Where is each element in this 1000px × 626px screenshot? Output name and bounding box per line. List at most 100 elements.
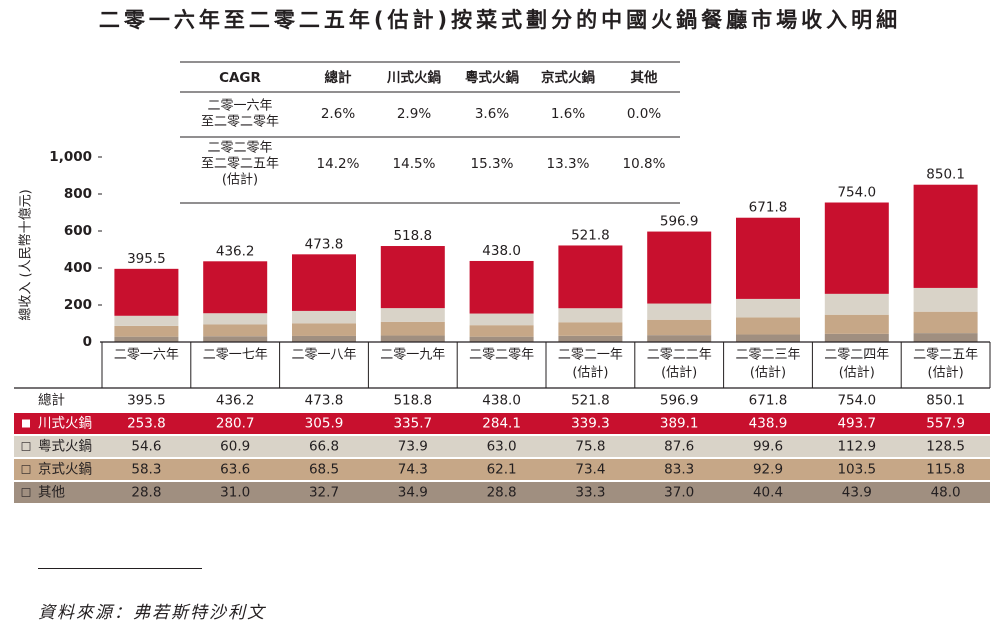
y-tick-label-1: 200 (64, 297, 92, 313)
bar-sichuan-1 (203, 261, 268, 314)
table-value-sichuan-3: 335.7 (393, 416, 432, 432)
table-value-beijing-9: 115.8 (926, 462, 965, 478)
bar-beijing-5 (558, 322, 623, 336)
cagr-period-0-0: 二零一六年 (207, 99, 272, 114)
bar-others-2 (292, 335, 356, 342)
x-tick-label-7-1: (估計) (750, 365, 786, 381)
y-tick-label-3: 600 (64, 223, 92, 239)
bar-cantonese-3 (380, 308, 445, 322)
cagr-value-1-1: 14.5% (393, 156, 436, 172)
table-value-beijing-6: 83.3 (664, 462, 694, 478)
bar-beijing-9 (913, 311, 978, 334)
table-value-others-4: 28.8 (487, 485, 517, 501)
table-value-cantonese-4: 63.0 (487, 439, 517, 455)
bar-sichuan-9 (913, 184, 978, 288)
x-tick-label-9-1: (估計) (928, 365, 964, 381)
table-total-value-5: 521.8 (571, 393, 610, 409)
bar-others-4 (469, 336, 534, 342)
cagr-header-2: 川式火鍋 (386, 69, 441, 86)
bar-beijing-6 (647, 319, 712, 336)
table-value-beijing-3: 74.3 (398, 462, 428, 478)
y-tick-label-0: 0 (83, 334, 92, 350)
table-value-others-2: 32.7 (309, 485, 339, 501)
bar-sichuan-6 (647, 231, 712, 304)
bar-sichuan-2 (292, 254, 356, 311)
table-value-sichuan-4: 284.1 (482, 416, 521, 432)
table-total-value-9: 850.1 (926, 393, 965, 409)
bar-beijing-0 (114, 325, 179, 337)
bar-sichuan-7 (736, 217, 800, 299)
x-tick-label-7-0: 二零二三年 (735, 348, 800, 363)
cagr-period-0-1: 至二零二零年 (201, 115, 279, 130)
table-value-others-7: 40.4 (753, 485, 783, 501)
bar-cantonese-7 (736, 298, 800, 318)
x-tick-label-0-0: 二零一六年 (114, 348, 179, 363)
bar-cantonese-8 (824, 293, 889, 315)
table-value-sichuan-5: 339.3 (571, 416, 610, 432)
table-value-beijing-5: 73.4 (575, 462, 605, 478)
source-divider (38, 568, 202, 569)
x-tick-label-6-1: (估計) (661, 365, 697, 381)
cagr-value-0-4: 0.0% (627, 106, 661, 122)
table-total-value-1: 436.2 (216, 393, 255, 409)
cagr-period-1-2: (估計) (222, 172, 258, 188)
y-tick-label-2: 400 (64, 260, 92, 276)
x-tick-label-1-0: 二零一七年 (203, 348, 268, 363)
cagr-header-1: 總計 (325, 69, 352, 86)
bar-cantonese-0 (114, 315, 179, 326)
x-tick-label-8-0: 二零二四年 (824, 348, 889, 363)
bar-cantonese-4 (469, 313, 534, 326)
bar-others-7 (736, 334, 800, 342)
bar-total-label-8: 754.0 (837, 185, 876, 201)
bar-total-label-4: 438.0 (482, 243, 521, 259)
table-value-cantonese-8: 112.9 (837, 439, 876, 455)
table-value-others-6: 37.0 (664, 485, 694, 501)
table-value-cantonese-5: 75.8 (575, 439, 605, 455)
legend-swatch-beijing (21, 465, 31, 474)
table-value-cantonese-1: 60.9 (220, 439, 250, 455)
table-value-cantonese-3: 73.9 (398, 439, 428, 455)
table-value-cantonese-6: 87.6 (664, 439, 694, 455)
chart-title: 二零一六年至二零二五年(估計)按菜式劃分的中國火鍋餐廳市場收入明細 (98, 8, 902, 32)
x-tick-label-4-0: 二零二零年 (469, 348, 534, 363)
cagr-value-1-2: 15.3% (471, 156, 514, 172)
table-value-beijing-4: 62.1 (487, 462, 517, 478)
cagr-value-1-3: 13.3% (547, 156, 590, 172)
table-value-beijing-2: 68.5 (309, 462, 339, 478)
x-tick-label-2-0: 二零一八年 (291, 348, 356, 363)
cagr-value-0-1: 2.9% (397, 106, 431, 122)
table-value-sichuan-2: 305.9 (305, 416, 344, 432)
bar-sichuan-5 (558, 245, 623, 309)
bar-cantonese-1 (203, 313, 268, 325)
table-row-label-sichuan: 川式火鍋 (38, 416, 92, 432)
table-total-value-0: 395.5 (127, 393, 166, 409)
table-total-value-8: 754.0 (837, 393, 876, 409)
cagr-header-5: 其他 (631, 69, 659, 86)
x-tick-label-8-1: (估計) (839, 365, 875, 381)
cagr-header-0: CAGR (219, 70, 261, 86)
legend-swatch-sichuan (22, 419, 30, 428)
bar-total-label-7: 671.8 (749, 200, 788, 216)
table-value-others-1: 31.0 (220, 485, 250, 501)
bar-total-label-6: 596.9 (660, 214, 699, 230)
bar-cantonese-2 (292, 310, 356, 324)
bar-beijing-3 (380, 321, 445, 336)
bar-others-9 (913, 333, 978, 342)
bar-total-label-9: 850.1 (926, 167, 965, 183)
table-row-bg-cantonese (14, 436, 990, 457)
table-value-sichuan-0: 253.8 (127, 416, 166, 432)
bar-sichuan-0 (114, 268, 179, 316)
bar-total-label-2: 473.8 (305, 236, 344, 252)
bar-beijing-7 (736, 317, 800, 335)
cagr-value-0-2: 3.6% (475, 106, 509, 122)
bar-others-3 (380, 335, 445, 342)
bar-total-label-0: 395.5 (127, 251, 166, 267)
table-row-label-cantonese: 粵式火鍋 (38, 439, 92, 455)
cagr-value-0-0: 2.6% (321, 106, 355, 122)
bar-total-label-1: 436.2 (216, 243, 255, 259)
table-total-value-7: 671.8 (749, 393, 788, 409)
cagr-value-1-0: 14.2% (317, 156, 360, 172)
table-value-sichuan-8: 493.7 (837, 416, 876, 432)
table-row-bg-beijing (14, 459, 990, 480)
bar-others-0 (114, 336, 179, 342)
